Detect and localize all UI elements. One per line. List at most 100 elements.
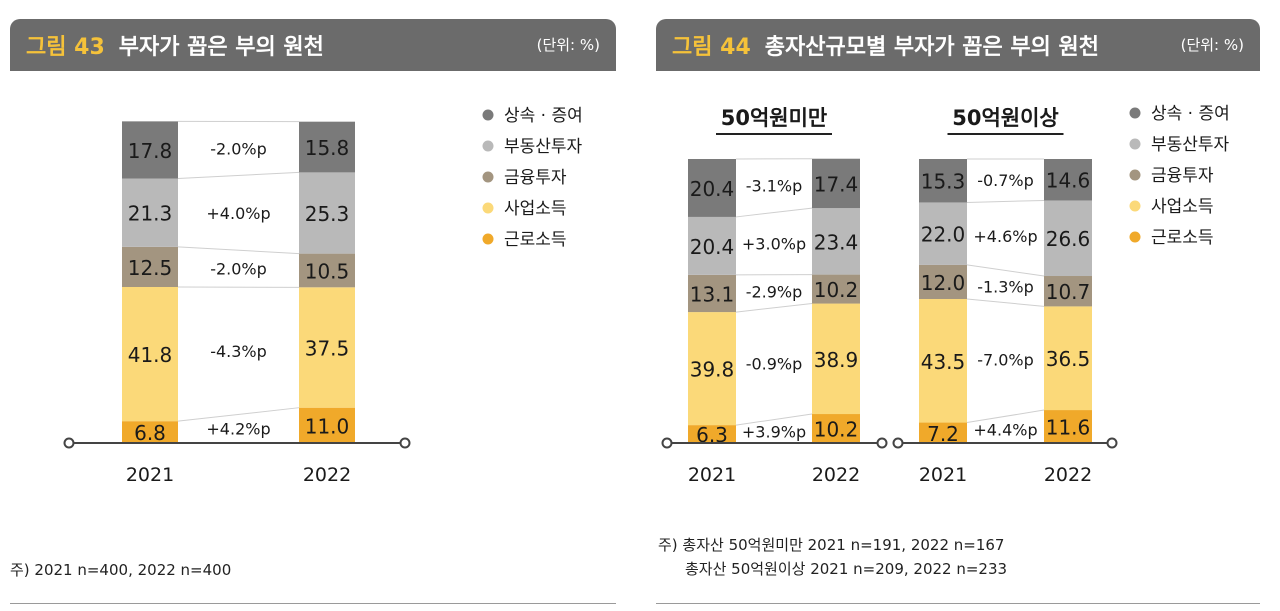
value-label-0-2021-사업소득: 41.8 — [128, 343, 173, 367]
change-label-2-1: -7.0%p — [977, 351, 1034, 370]
bar-2-2021-부동산투자 — [919, 202, 967, 265]
figure-44-header: 그림 44 총자산규모별 부자가 꼽은 부의 원천 (단위: %) — [656, 19, 1260, 71]
bar-0-2022-금융투자 — [299, 253, 355, 288]
chart-subtitle-2: 50억원이상 — [952, 106, 1059, 130]
change-label-1-3: +3.0%p — [742, 235, 806, 254]
chart-subtitle-1: 50억원미만 — [721, 106, 828, 130]
fig44-legend-label-1: 부동산투자 — [1151, 135, 1230, 155]
change-label-1-1: -0.9%p — [746, 355, 803, 374]
value-label-0-2022-상속증여: 15.8 — [305, 136, 350, 160]
value-label-1-2021-상속증여: 20.4 — [690, 177, 735, 201]
bar-1-2022-상속증여 — [812, 158, 860, 209]
bar-2-2021-근로소득 — [919, 422, 967, 443]
value-label-0-2022-근로소득: 11.0 — [305, 414, 350, 438]
value-label-0-2022-부동산투자: 25.3 — [305, 202, 350, 226]
connector-line-2-0 — [966, 409, 1045, 424]
value-label-2-2021-부동산투자: 22.0 — [921, 223, 966, 247]
fig43-legend-label-0: 상속 · 증여 — [504, 106, 583, 126]
figure-44-footer-line — [656, 603, 1260, 604]
bar-0-2021-부동산투자 — [122, 178, 178, 247]
bar-0-2021-사업소득 — [122, 286, 178, 422]
x-axis-end-right-1 — [876, 437, 888, 449]
x-tick-label-1-2022: 2022 — [812, 464, 860, 486]
figure-43-header: 그림 43 부자가 꼽은 부의 원천 (단위: %) — [10, 19, 616, 71]
fig43-legend-label-2: 금융투자 — [504, 168, 567, 188]
connector-line-2-2 — [966, 264, 1045, 277]
value-label-1-2022-근로소득: 10.2 — [814, 418, 859, 442]
value-label-1-2021-부동산투자: 20.4 — [690, 235, 735, 259]
bar-2-2021-상속증여 — [919, 159, 967, 203]
change-label-0-3: +4.0%p — [206, 204, 270, 223]
bar-1-2021-부동산투자 — [688, 216, 736, 275]
figure-44-panel: 그림 44 총자산규모별 부자가 꼽은 부의 원천 (단위: %) 6.3 39.… — [640, 0, 1280, 611]
bar-1-2021-금융투자 — [688, 274, 736, 313]
value-label-1-2022-사업소득: 38.9 — [814, 348, 859, 372]
connector-line-0-2 — [177, 246, 300, 255]
figure-43-footer-line — [10, 603, 616, 604]
bar-0-2022-상속증여 — [299, 121, 355, 173]
x-tick-label-1-2021: 2021 — [688, 464, 736, 486]
figure-43-note: 주) 2021 n=400, 2022 n=400 — [10, 561, 232, 579]
value-label-0-2021-근로소득: 6.8 — [134, 421, 166, 445]
connector-line-1-0 — [735, 413, 813, 426]
fig44-legend-swatch-3 — [1129, 200, 1141, 212]
figure-44-number: 그림 44 — [672, 35, 751, 60]
change-label-1-2: -2.9%p — [746, 282, 803, 301]
value-label-2-2022-사업소득: 36.5 — [1046, 347, 1091, 371]
x-axis-end-right-2 — [1106, 437, 1118, 449]
connector-line-2-1 — [966, 298, 1045, 307]
fig43-legend-swatch-2 — [482, 171, 494, 183]
x-axis-end-left-0 — [63, 437, 75, 449]
fig44-legend-label-4: 근로소득 — [1151, 228, 1214, 248]
bar-2-2021-사업소득 — [919, 299, 967, 423]
fig44-legend-swatch-4 — [1129, 231, 1141, 243]
change-label-0-4: -2.0%p — [210, 139, 267, 158]
value-label-1-2021-사업소득: 39.8 — [690, 358, 735, 382]
bar-2-2022-사업소득 — [1044, 306, 1092, 411]
figure-44-note-line1: 주) 총자산 50억원미만 2021 n=191, 2022 n=167 — [658, 536, 1005, 554]
bar-2-2022-상속증여 — [1044, 159, 1092, 201]
figure-43-panel: 그림 43 부자가 꼽은 부의 원천 (단위: %) 6.8 41.8 12.5 21… — [10, 19, 616, 604]
x-axis-end-right-0 — [399, 437, 411, 449]
value-label-0-2021-상속증여: 17.8 — [128, 139, 173, 163]
fig43-legend-swatch-1 — [482, 140, 494, 152]
bar-1-2021-상속증여 — [688, 159, 736, 217]
fig43-legend-label-1: 부동산투자 — [504, 137, 583, 157]
bar-1-2021-사업소득 — [688, 312, 736, 426]
figure-43-number: 그림 43 — [26, 35, 105, 60]
fig44-legend-label-0: 상속 · 증여 — [1151, 104, 1230, 124]
connector-line-1-3 — [735, 207, 813, 218]
figure-43-title: 부자가 꼽은 부의 원천 — [118, 35, 324, 60]
bar-0-2021-상속증여 — [122, 121, 178, 179]
fig43-legend-label-3: 사업소득 — [504, 199, 567, 219]
value-label-1-2022-금융투자: 10.2 — [814, 278, 859, 302]
bar-0-2021-금융투자 — [122, 246, 178, 287]
x-tick-label-2-2021: 2021 — [919, 464, 967, 486]
value-label-2-2021-상속증여: 15.3 — [921, 170, 966, 194]
change-label-0-0: +4.2%p — [206, 420, 270, 439]
bar-1-2022-근로소득 — [812, 414, 860, 443]
fig43-legend-swatch-0 — [482, 109, 494, 121]
bar-2-2022-근로소득 — [1044, 410, 1092, 443]
value-label-0-2021-부동산투자: 21.3 — [128, 202, 173, 226]
connector-line-2-3 — [966, 199, 1045, 203]
figure-44-title: 총자산규모별 부자가 꼽은 부의 원천 — [764, 35, 1100, 60]
bar-1-2022-부동산투자 — [812, 208, 860, 275]
fig43-legend-label-4: 근로소득 — [504, 230, 567, 250]
fig44-legend-swatch-2 — [1129, 169, 1141, 181]
connector-line-0-0 — [177, 407, 300, 422]
value-label-2-2021-금융투자: 12.0 — [921, 271, 966, 295]
change-label-2-4: -0.7%p — [977, 171, 1034, 190]
value-label-2-2022-근로소득: 11.6 — [1046, 416, 1091, 440]
value-label-1-2022-상속증여: 17.4 — [814, 172, 859, 196]
value-label-1-2021-금융투자: 13.1 — [690, 282, 735, 306]
connector-line-0-3 — [177, 171, 300, 179]
value-label-2-2022-금융투자: 10.7 — [1046, 280, 1091, 304]
x-tick-label-2-2022: 2022 — [1044, 464, 1092, 486]
bar-2-2021-금융투자 — [919, 264, 967, 300]
change-label-0-2: -2.0%p — [210, 260, 267, 279]
bar-2-2022-부동산투자 — [1044, 200, 1092, 277]
value-label-0-2022-사업소득: 37.5 — [305, 337, 350, 361]
x-tick-label-0-2021: 2021 — [126, 464, 174, 486]
change-label-0-1: -4.3%p — [210, 342, 267, 361]
